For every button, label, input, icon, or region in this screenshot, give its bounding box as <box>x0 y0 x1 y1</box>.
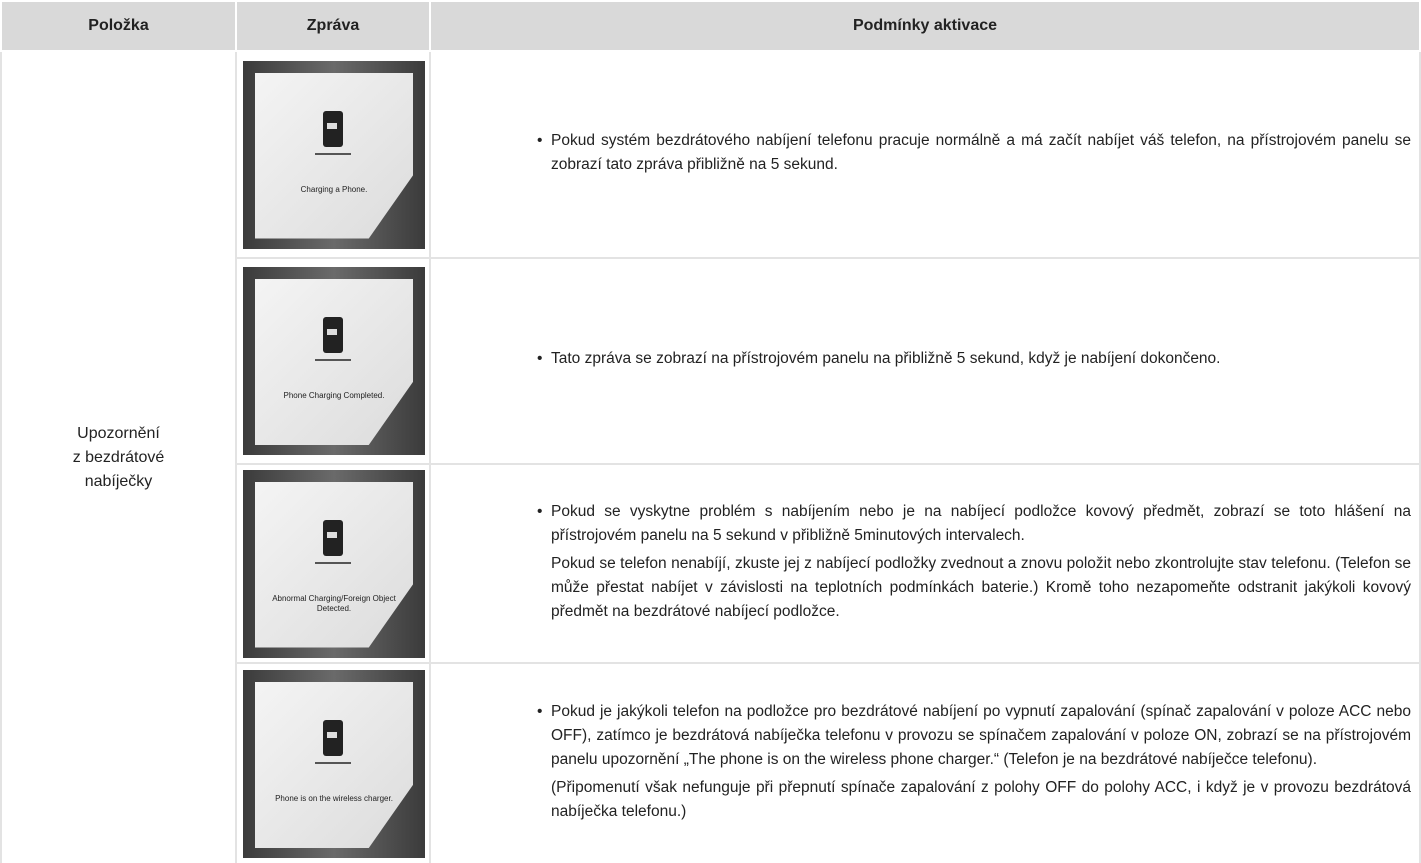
phone-icon <box>323 317 343 353</box>
underline <box>315 359 351 361</box>
header-row: Položka Zpráva Podmínky aktivace <box>0 0 1421 52</box>
message-cell: Charging a Phone. <box>235 50 431 259</box>
item-cell: Upozornění z bezdrátové nabíječky <box>0 50 237 863</box>
display-panel: Abnormal Charging/Foreign Object Detecte… <box>255 481 413 648</box>
condition-text: Pokud se telefon nenabíjí, zkuste jej z … <box>551 554 1411 620</box>
phone-icon <box>323 519 343 556</box>
message-text: Phone Charging Completed. <box>283 391 385 400</box>
cluster-screenshot: Charging a Phone. <box>243 60 425 249</box>
header-cell: Zpráva <box>235 0 431 52</box>
table-row: Phone is on the wireless charger. Pokud j… <box>1 662 1421 863</box>
item-line: Upozornění <box>77 425 160 442</box>
table-row: Abnormal Charging/Foreign Object Detecte… <box>1 463 1421 664</box>
underline <box>315 762 351 764</box>
display-panel: Charging a Phone. <box>255 72 413 239</box>
condition-text: Pokud systém bezdrátového nabíjení telef… <box>537 129 1411 177</box>
underline <box>315 152 351 155</box>
cluster-screenshot: Phone Charging Completed. <box>243 267 425 455</box>
message-text: Phone is on the wireless charger. <box>275 794 393 803</box>
item-line: nabíječky <box>84 473 153 490</box>
condition-text: Tato zpráva se zobrazí na přístrojovém p… <box>537 347 1411 371</box>
display-panel: Phone Charging Completed. <box>255 279 413 445</box>
item-line: z bezdrátové <box>72 449 165 466</box>
table-row: Upozornění z bezdrátové nabíječky Charging … <box>0 50 1421 863</box>
conditions-cell: Pokud se vyskytne problém s nabíjením ne… <box>429 463 1421 664</box>
table-row: Phone Charging Completed. Tato zpráva se … <box>1 257 1421 465</box>
message-text: Charging a Phone. <box>300 184 368 194</box>
phone-icon <box>323 110 343 147</box>
condition-text: (Připomenutí však nefunguje při přepnutí… <box>551 779 1411 820</box>
condition-text: Pokud je jakýkoli telefon na podložce pr… <box>537 700 1411 772</box>
message-cell: Abnormal Charging/Foreign Object Detecte… <box>235 463 431 664</box>
display-panel: Phone is on the wireless charger. <box>255 682 413 848</box>
cluster-screenshot: Abnormal Charging/Foreign Object Detecte… <box>243 469 425 658</box>
conditions-cell: Pokud systém bezdrátového nabíjení telef… <box>429 50 1421 259</box>
phone-icon <box>323 720 343 756</box>
underline <box>315 561 351 564</box>
message-text: Abnormal Charging/Foreign Object Detecte… <box>272 593 396 613</box>
condition-text: Pokud se vyskytne problém s nabíjením ne… <box>537 500 1411 548</box>
conditions-cell: Pokud je jakýkoli telefon na podložce pr… <box>429 662 1421 863</box>
header-cell: Položka <box>0 0 237 52</box>
table-body: Upozornění z bezdrátové nabíječky Charging … <box>0 50 1421 863</box>
cluster-screenshot: Phone is on the wireless charger. <box>243 670 425 858</box>
message-cell: Phone is on the wireless charger. <box>235 662 431 863</box>
header-cell: Podmínky aktivace <box>429 0 1421 52</box>
conditions-cell: Tato zpráva se zobrazí na přístrojovém p… <box>429 257 1421 465</box>
message-cell: Phone Charging Completed. <box>235 257 431 465</box>
